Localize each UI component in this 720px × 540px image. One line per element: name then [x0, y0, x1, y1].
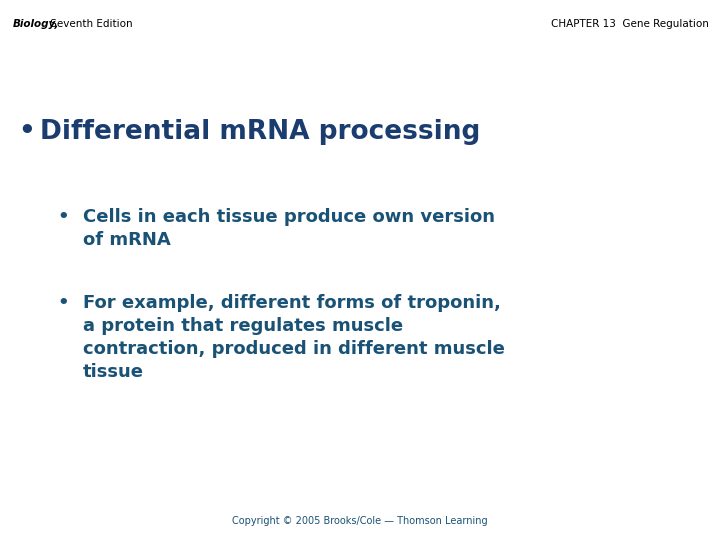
Text: •: •	[58, 294, 69, 312]
Text: •: •	[18, 119, 35, 145]
Text: Differential mRNA processing: Differential mRNA processing	[40, 119, 480, 145]
Text: Copyright © 2005 Brooks/Cole — Thomson Learning: Copyright © 2005 Brooks/Cole — Thomson L…	[232, 516, 488, 526]
Text: CHAPTER 13  Gene Regulation: CHAPTER 13 Gene Regulation	[552, 19, 709, 29]
Text: For example, different forms of troponin,
a protein that regulates muscle
contra: For example, different forms of troponin…	[83, 294, 505, 381]
Text: Biology,: Biology,	[13, 19, 60, 29]
Text: Cells in each tissue produce own version
of mRNA: Cells in each tissue produce own version…	[83, 208, 495, 249]
Text: Seventh Edition: Seventh Edition	[47, 19, 132, 29]
Text: •: •	[58, 208, 69, 226]
